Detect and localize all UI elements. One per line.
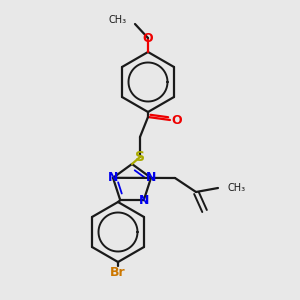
Text: CH₃: CH₃ [109,15,127,25]
Text: S: S [135,150,145,164]
Text: O: O [143,32,153,44]
Text: O: O [172,113,182,127]
Text: N: N [146,171,156,184]
Text: N: N [139,194,149,207]
Text: N: N [108,171,118,184]
Text: Br: Br [110,266,126,278]
Text: CH₃: CH₃ [227,183,245,193]
